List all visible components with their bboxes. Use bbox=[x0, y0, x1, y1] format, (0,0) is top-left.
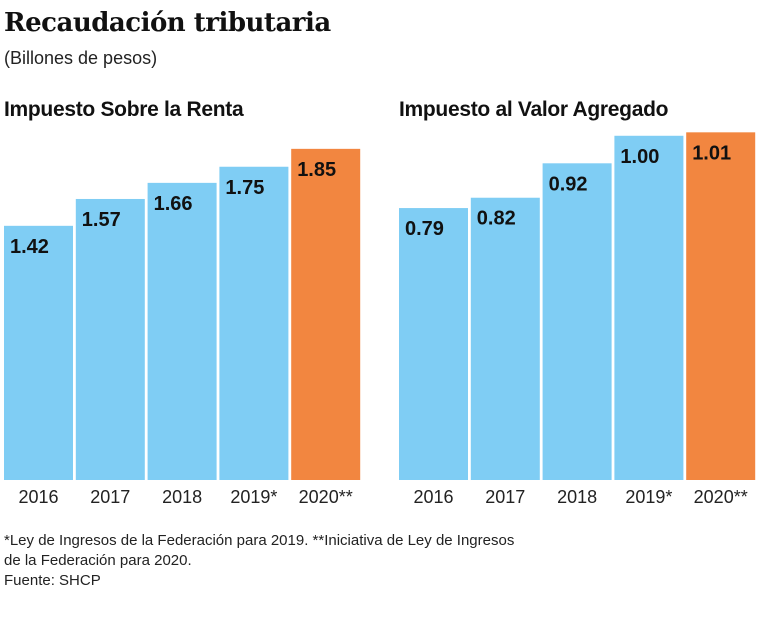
data-label: 0.82 bbox=[477, 208, 516, 230]
bar bbox=[470, 197, 540, 480]
x-tick-label: 2019* bbox=[230, 487, 277, 507]
x-tick-label: 2017 bbox=[485, 487, 525, 507]
bar bbox=[399, 208, 468, 481]
data-label: 1.66 bbox=[154, 193, 193, 215]
footnote-2: de la Federación para 2020. bbox=[4, 552, 192, 569]
data-label: 1.01 bbox=[692, 142, 731, 164]
bar-charts: 1.42 2016 1.57 2017 1.66 2018 1.75 2019* 1.85 202… bbox=[4, 132, 756, 507]
source-note: Fuente: SHCP bbox=[4, 572, 101, 589]
data-label: 1.85 bbox=[297, 159, 336, 181]
bar bbox=[614, 135, 684, 480]
bar bbox=[147, 182, 217, 481]
isr-chart-title: Impuesto Sobre la Renta bbox=[4, 98, 244, 121]
x-tick-label: 2020** bbox=[299, 487, 353, 507]
data-label: 1.42 bbox=[10, 236, 49, 258]
bar bbox=[219, 166, 289, 480]
data-label: 0.79 bbox=[405, 218, 444, 240]
data-label: 0.92 bbox=[549, 173, 588, 195]
x-tick-label: 2020** bbox=[694, 487, 748, 507]
bar bbox=[291, 148, 361, 480]
bar bbox=[4, 225, 73, 480]
data-label: 1.75 bbox=[225, 177, 264, 199]
chart-subtitle: (Billones de pesos) bbox=[4, 48, 158, 68]
footnote-1: *Ley de Ingresos de la Federación para 2… bbox=[4, 532, 515, 549]
chart-title: Recaudación tributaria bbox=[4, 8, 331, 38]
x-tick-label: 2019* bbox=[625, 487, 672, 507]
x-tick-label: 2016 bbox=[18, 487, 58, 507]
bar bbox=[686, 132, 756, 481]
data-label: 1.57 bbox=[82, 209, 121, 231]
iva-chart-title: Impuesto al Valor Agregado bbox=[399, 98, 669, 121]
bar bbox=[542, 163, 612, 481]
x-tick-label: 2017 bbox=[90, 487, 130, 507]
data-label: 1.00 bbox=[620, 146, 659, 168]
bar bbox=[75, 198, 145, 480]
x-tick-label: 2018 bbox=[557, 487, 597, 507]
x-tick-label: 2016 bbox=[413, 487, 453, 507]
x-tick-label: 2018 bbox=[162, 487, 202, 507]
